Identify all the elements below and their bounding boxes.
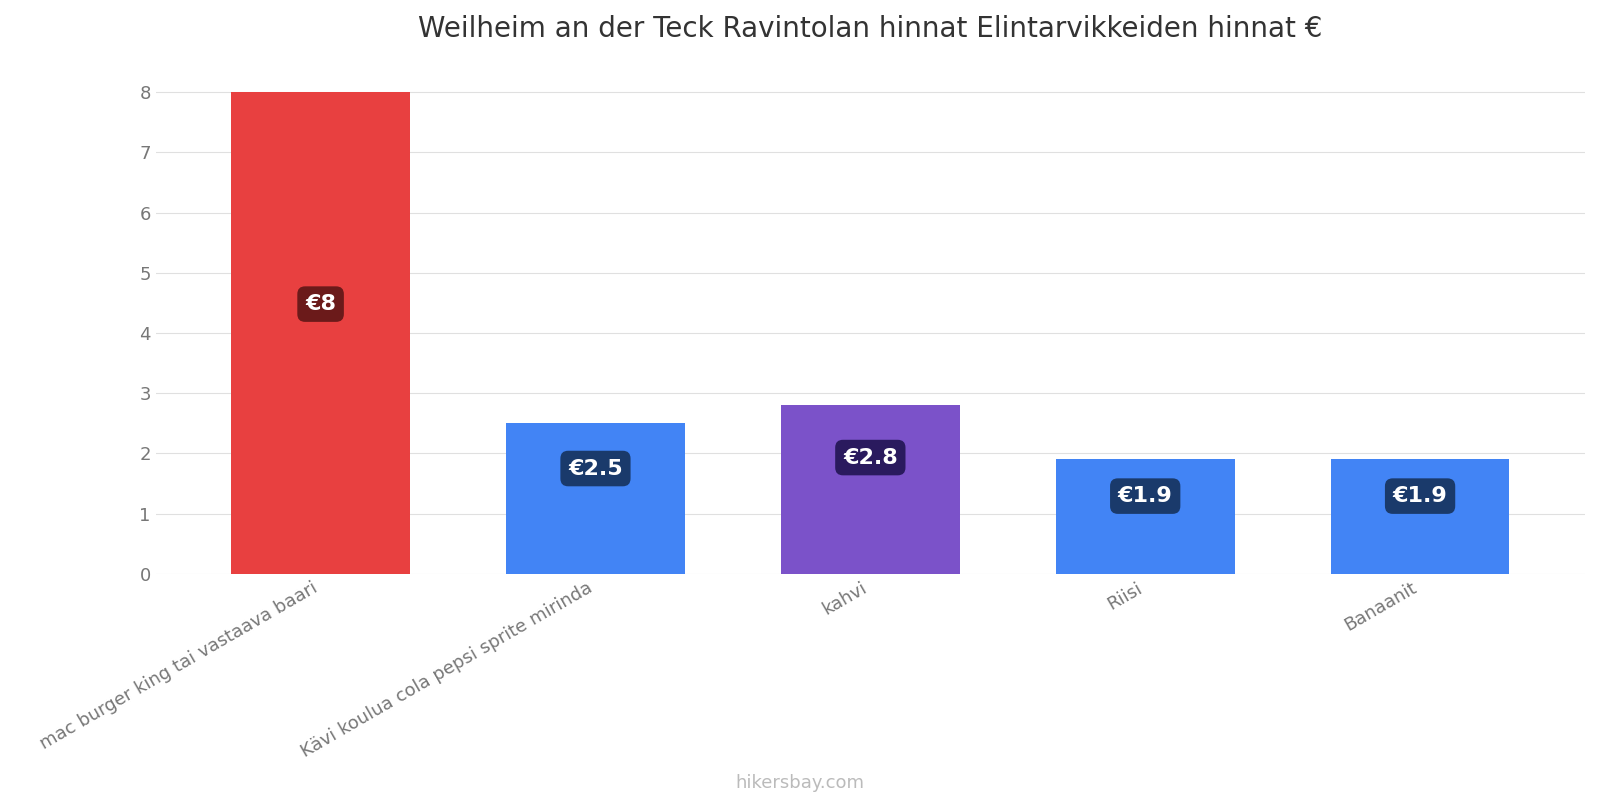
Text: €8: €8	[306, 294, 336, 314]
Bar	[506, 423, 685, 574]
Text: €1.9: €1.9	[1392, 486, 1448, 506]
Bar	[1056, 459, 1235, 574]
Text: €2.8: €2.8	[843, 447, 898, 467]
Text: hikersbay.com: hikersbay.com	[736, 774, 864, 792]
Bar	[232, 92, 410, 574]
Text: €1.9: €1.9	[1118, 486, 1173, 506]
Bar	[781, 406, 960, 574]
Title: Weilheim an der Teck Ravintolan hinnat Elintarvikkeiden hinnat €: Weilheim an der Teck Ravintolan hinnat E…	[418, 15, 1323, 43]
Bar	[1331, 459, 1509, 574]
Text: €2.5: €2.5	[568, 458, 622, 478]
